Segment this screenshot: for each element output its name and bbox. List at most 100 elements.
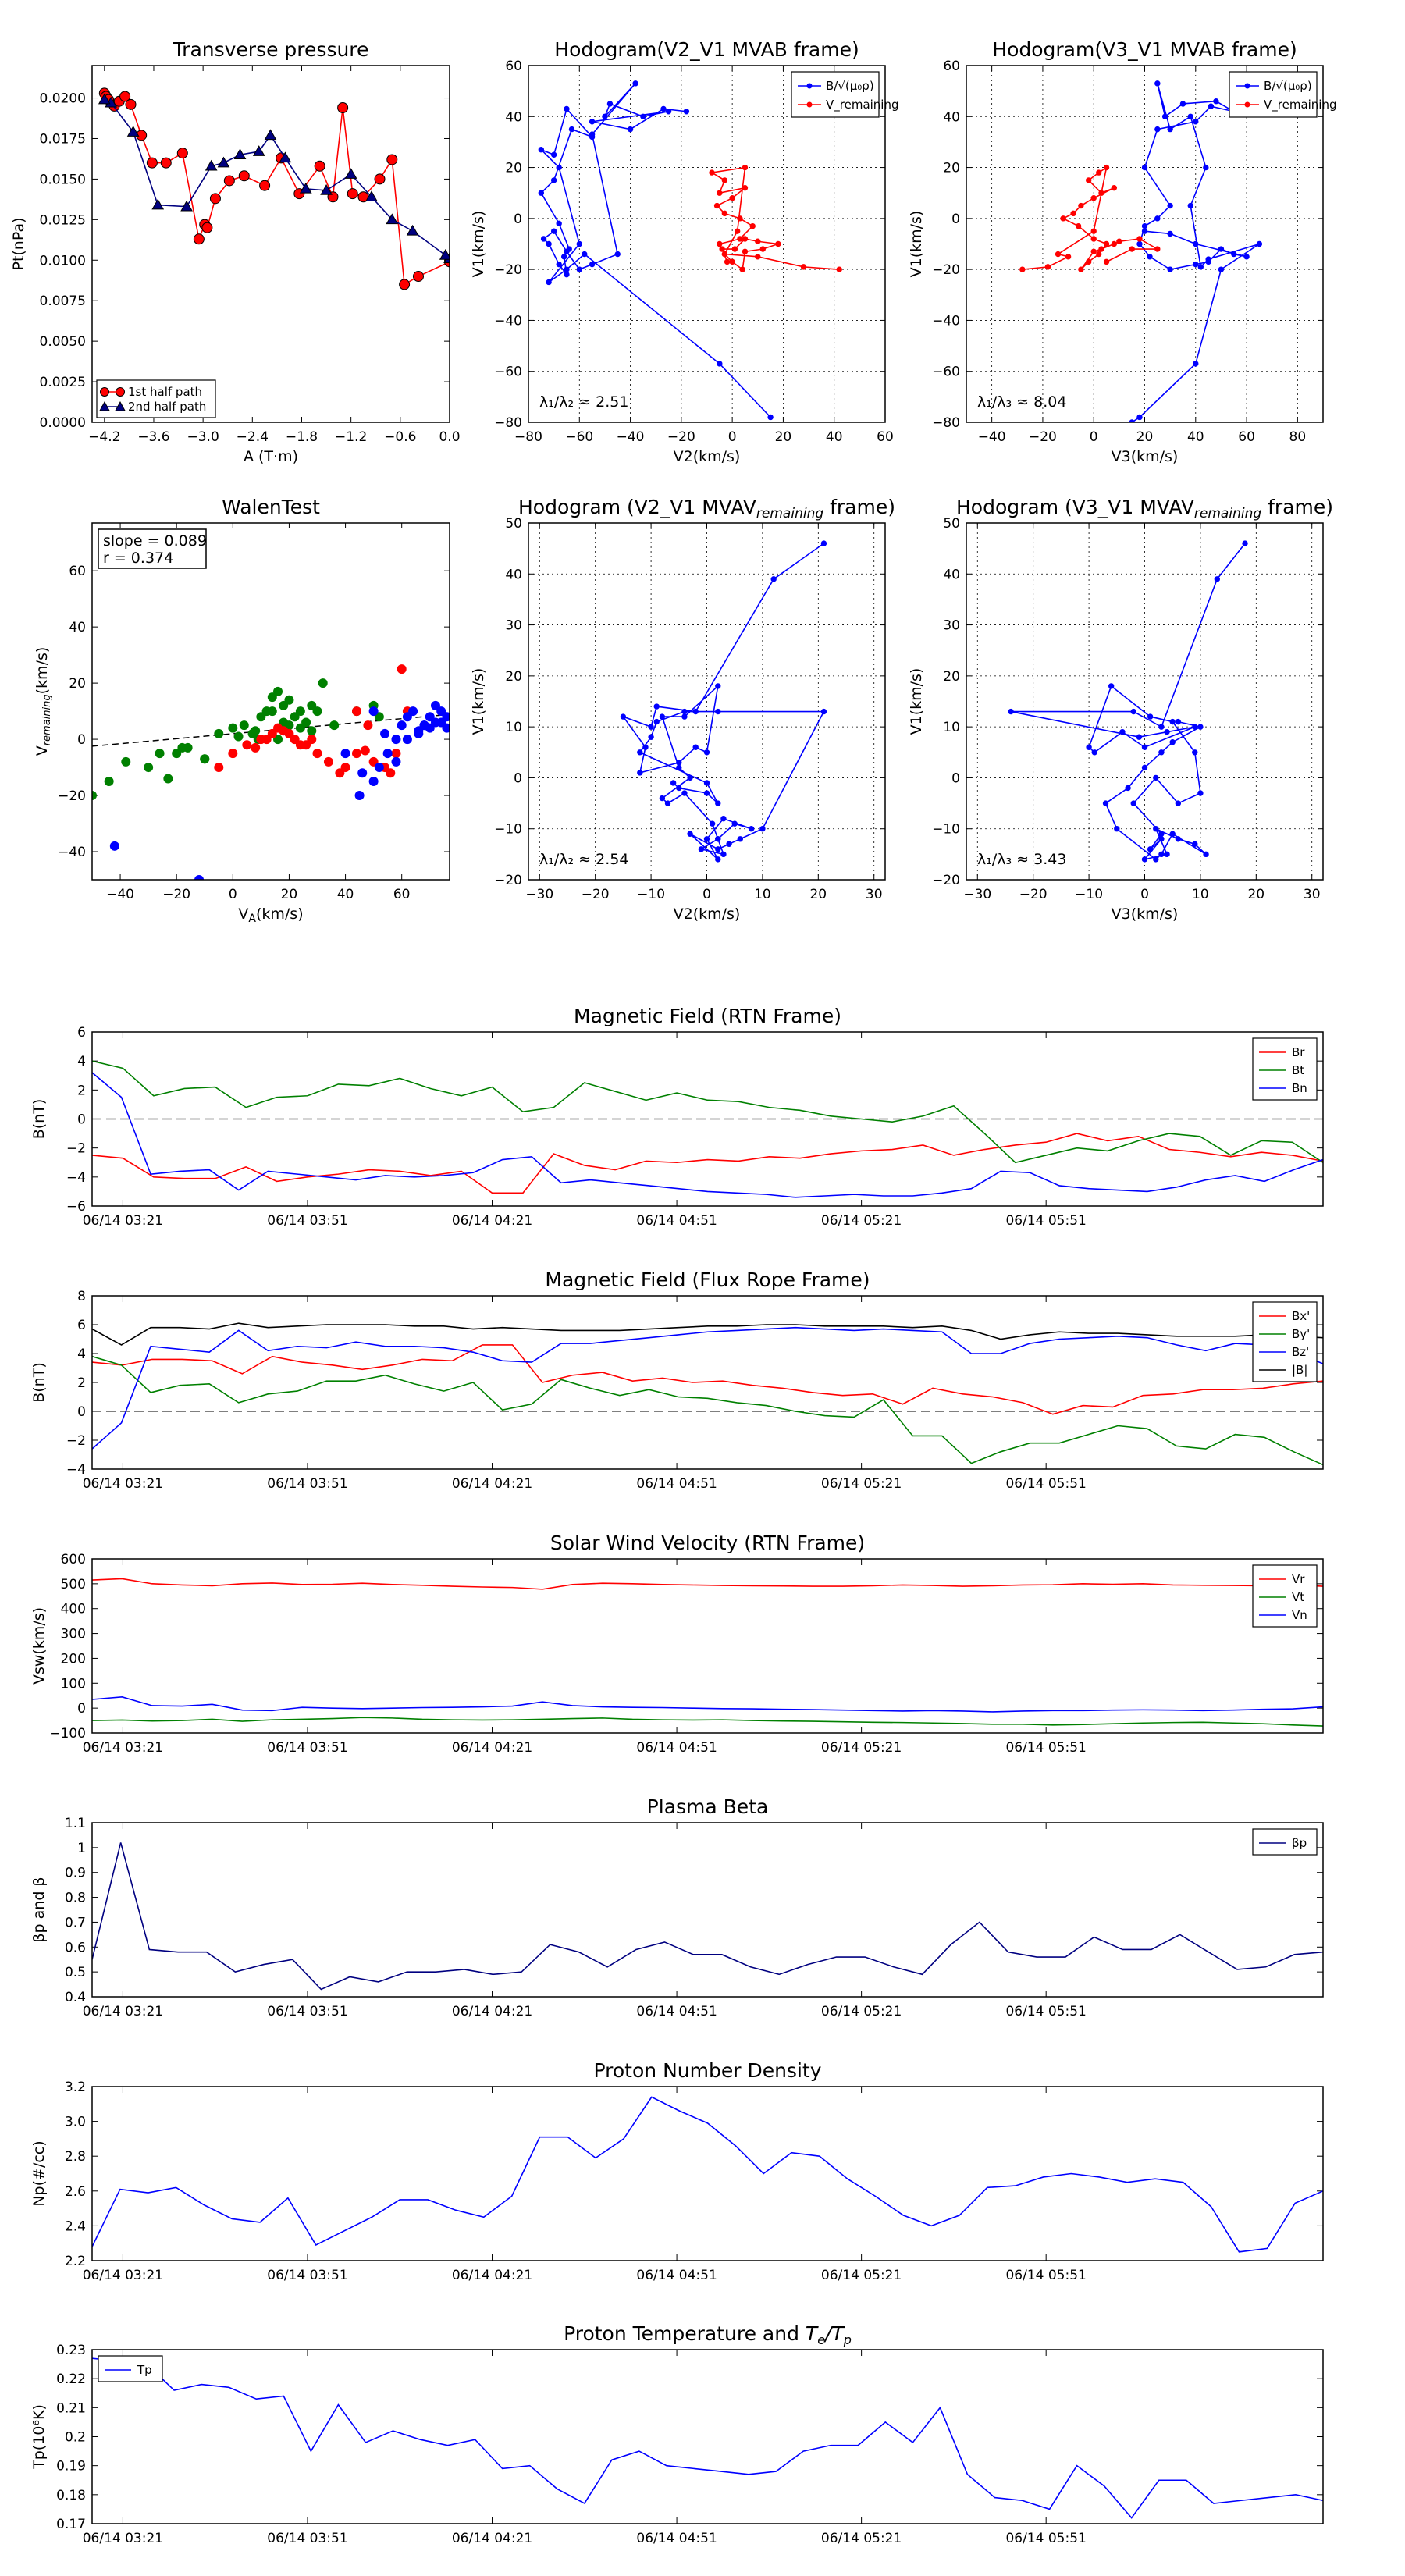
data-point <box>121 756 131 767</box>
axes-frame <box>91 1031 1324 1207</box>
plot-area <box>92 1060 1323 1198</box>
data-point <box>767 414 774 421</box>
data-point <box>98 93 111 105</box>
data-point <box>564 266 570 272</box>
series-line <box>540 83 771 418</box>
legend: Br Bt Bn <box>1252 1037 1318 1101</box>
data-point <box>729 195 735 201</box>
data-point <box>726 841 732 848</box>
x-tick-label: 06/14 05:21 <box>821 2268 902 2283</box>
data-point <box>279 151 292 163</box>
legend-label: Br <box>1292 1045 1305 1059</box>
data-point <box>742 248 749 254</box>
data-point <box>556 164 562 171</box>
data-point <box>640 113 646 119</box>
data-point <box>721 177 728 183</box>
data-point <box>380 728 390 738</box>
data-point <box>546 240 552 247</box>
data-point <box>233 148 247 159</box>
data-point <box>357 768 368 778</box>
data-point <box>720 815 727 822</box>
plot-area <box>92 2357 1323 2519</box>
x-tick-label: 06/14 04:51 <box>636 2268 717 2283</box>
y-tick-label: 30 <box>943 618 960 634</box>
series-1 <box>538 80 774 421</box>
data-point <box>703 790 710 796</box>
chart-title: Transverse pressure <box>173 38 369 61</box>
y-tick-label: 0.6 <box>65 1940 86 1955</box>
legend: B/√(μ₀ρ) V_remaining <box>791 71 899 118</box>
chart-title: Hodogram (V3_V1 MVAVremaining frame) <box>956 496 1333 521</box>
data-point <box>290 712 300 722</box>
legend-label: Vt <box>1292 1590 1304 1604</box>
data-point <box>273 686 283 696</box>
data-point <box>1008 708 1014 715</box>
series-1-line <box>92 1578 1323 1590</box>
x-tick-label: −30 <box>963 887 991 902</box>
series-1 <box>1129 80 1263 422</box>
y-tick-label: −80 <box>494 415 522 431</box>
y-tick-label: 0 <box>514 770 522 786</box>
data-point <box>540 236 547 242</box>
y-tick-label: 0.0100 <box>40 253 86 269</box>
y-tick-label: 6 <box>77 1025 86 1041</box>
fit-line <box>92 713 450 747</box>
data-point <box>194 875 205 880</box>
x-tick-label: −20 <box>667 429 695 445</box>
x-tick-label: 06/14 03:21 <box>83 1476 163 1492</box>
data-point <box>836 266 842 272</box>
y-tick-label: 0 <box>951 770 960 786</box>
data-point <box>742 236 749 242</box>
data-point <box>125 98 137 110</box>
data-point <box>1154 126 1161 133</box>
y-tick-label: 40 <box>505 567 522 582</box>
y-tick-label: 0.0075 <box>40 294 86 309</box>
data-point <box>1175 800 1182 806</box>
legend-marker <box>1244 83 1250 89</box>
data-point <box>1103 164 1110 171</box>
data-point <box>1158 749 1165 756</box>
data-point <box>576 266 582 272</box>
data-point <box>172 749 182 759</box>
series-1 <box>92 678 384 801</box>
x-tick-label: 06/14 04:51 <box>636 1213 717 1229</box>
data-point <box>715 683 721 689</box>
legend-box <box>98 2355 163 2382</box>
data-point <box>775 240 781 247</box>
data-point <box>820 708 827 715</box>
data-point <box>1192 749 1198 756</box>
data-point <box>425 712 435 722</box>
data-point <box>665 109 672 115</box>
series-1 <box>1008 540 1248 863</box>
data-point <box>1158 724 1165 730</box>
y-tick-label: 0 <box>951 212 960 227</box>
data-point <box>92 791 97 801</box>
y-tick-label: 20 <box>505 669 522 685</box>
data-point <box>1102 800 1109 806</box>
data-point <box>354 791 365 801</box>
data-point <box>386 154 398 165</box>
data-point <box>290 735 300 745</box>
y-tick-label: 50 <box>943 516 960 532</box>
data-point <box>374 712 384 722</box>
y-tick-label: −40 <box>58 845 86 860</box>
data-point <box>546 279 552 286</box>
y-tick-label: −100 <box>49 1726 86 1742</box>
data-point <box>251 726 261 736</box>
y-tick-label: 1.1 <box>65 1816 86 1831</box>
data-point <box>223 175 235 187</box>
data-point <box>1096 169 1102 176</box>
data-point <box>1136 414 1143 421</box>
legend-label: B/√(μ₀ρ) <box>826 79 874 93</box>
x-tick-label: −4.2 <box>88 429 120 445</box>
data-point <box>1175 718 1182 725</box>
data-point <box>430 717 440 728</box>
x-tick-label: 06/14 05:21 <box>821 1213 902 1229</box>
y-tick-label: 0.2 <box>65 2430 86 2446</box>
axes-frame <box>528 522 886 881</box>
data-point <box>1130 708 1136 715</box>
legend-box <box>1229 71 1318 118</box>
data-point <box>1169 718 1176 725</box>
data-point <box>1231 251 1237 258</box>
y-tick-label: 20 <box>943 161 960 176</box>
